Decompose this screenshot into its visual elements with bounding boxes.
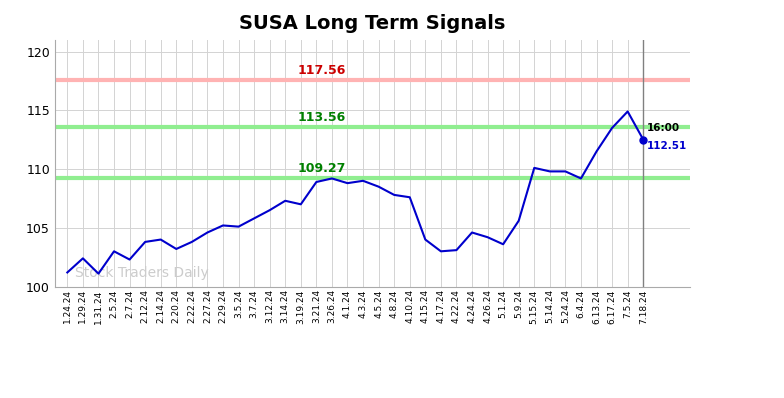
Text: 112.51: 112.51: [646, 141, 687, 151]
Text: 117.56: 117.56: [297, 64, 346, 77]
Text: 16:00: 16:00: [646, 123, 680, 133]
Text: 113.56: 113.56: [298, 111, 346, 124]
Title: SUSA Long Term Signals: SUSA Long Term Signals: [239, 14, 506, 33]
Text: 109.27: 109.27: [297, 162, 346, 175]
Text: Stock Traders Daily: Stock Traders Daily: [75, 265, 209, 279]
